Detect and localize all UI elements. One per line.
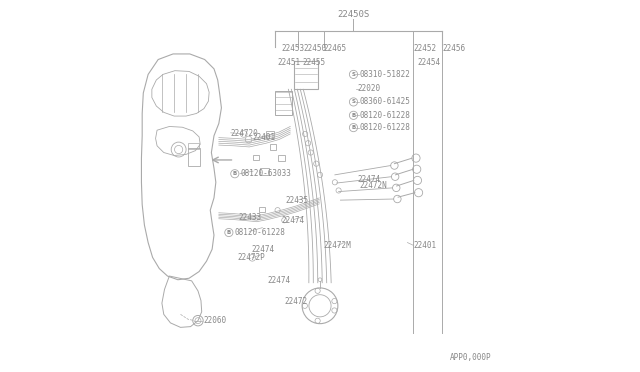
Text: 22020: 22020 bbox=[357, 84, 380, 93]
Text: APP0,000P: APP0,000P bbox=[449, 353, 491, 362]
Text: 08360-61425: 08360-61425 bbox=[360, 97, 410, 106]
Text: 22474: 22474 bbox=[281, 216, 304, 225]
Text: S: S bbox=[351, 99, 355, 105]
Bar bbox=[278, 155, 285, 161]
Text: 22472P: 22472P bbox=[237, 253, 265, 262]
Text: 22452: 22452 bbox=[413, 44, 436, 53]
Text: 08120-61228: 08120-61228 bbox=[360, 123, 410, 132]
Text: 22455: 22455 bbox=[302, 58, 325, 67]
Text: 22451: 22451 bbox=[277, 58, 300, 67]
Bar bbox=[294, 61, 318, 89]
Text: 22472N: 22472N bbox=[359, 182, 387, 190]
Text: B: B bbox=[233, 171, 237, 176]
Text: 22474: 22474 bbox=[357, 175, 380, 184]
Text: B: B bbox=[351, 113, 356, 118]
Text: 08120-61228: 08120-61228 bbox=[360, 111, 410, 120]
Text: 22453: 22453 bbox=[281, 44, 304, 53]
Bar bbox=[275, 91, 292, 115]
Bar bbox=[260, 168, 269, 175]
Text: 22474: 22474 bbox=[268, 276, 291, 285]
Text: S: S bbox=[351, 72, 355, 77]
Bar bbox=[188, 148, 200, 166]
Text: 08120-61228: 08120-61228 bbox=[235, 228, 285, 237]
Text: 22450S: 22450S bbox=[337, 10, 370, 19]
Text: 22433: 22433 bbox=[238, 213, 261, 222]
Text: 22456: 22456 bbox=[443, 44, 466, 53]
Text: 08120-63033: 08120-63033 bbox=[241, 169, 292, 178]
Bar bbox=[188, 143, 200, 149]
Text: 22472M: 22472M bbox=[324, 241, 351, 250]
Bar bbox=[259, 207, 265, 212]
Text: B: B bbox=[227, 230, 231, 235]
Bar bbox=[266, 131, 273, 138]
Bar bbox=[253, 155, 259, 160]
Text: 08310-51822: 08310-51822 bbox=[360, 70, 410, 79]
Text: B: B bbox=[351, 125, 356, 130]
Text: 22435: 22435 bbox=[286, 196, 309, 205]
Text: 22454: 22454 bbox=[417, 58, 440, 67]
Text: 224720: 224720 bbox=[230, 129, 258, 138]
Bar bbox=[270, 144, 276, 150]
Text: 22401: 22401 bbox=[413, 241, 437, 250]
Text: 22450: 22450 bbox=[303, 44, 326, 53]
Text: 22472: 22472 bbox=[285, 297, 308, 306]
Text: 22401: 22401 bbox=[252, 133, 275, 142]
Text: 22474: 22474 bbox=[252, 245, 275, 254]
Text: 22465: 22465 bbox=[324, 44, 347, 53]
Text: 22060: 22060 bbox=[204, 316, 227, 325]
